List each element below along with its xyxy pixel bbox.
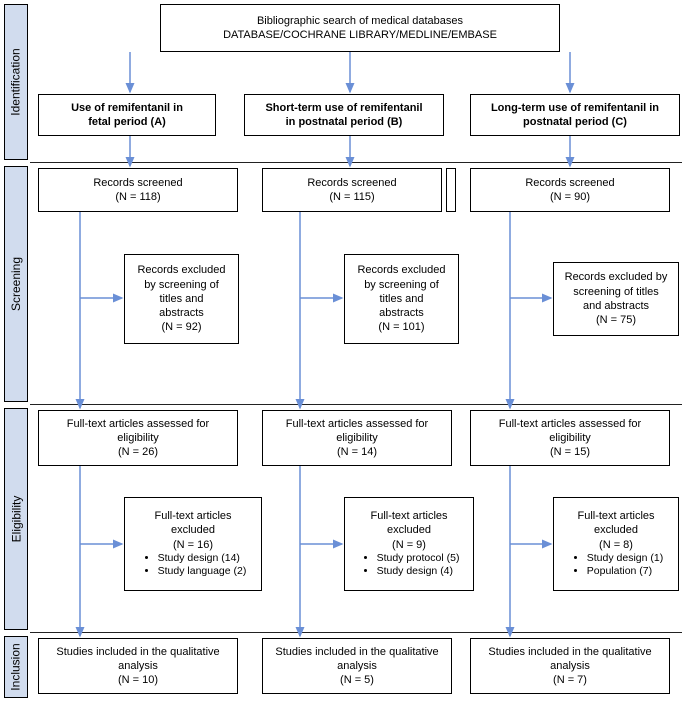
screened-bar [446,168,456,212]
header-box: Bibliographic search of medical database… [160,4,560,52]
included-c: Studies included in the qualitative anal… [470,638,670,694]
excl-screen-b: Records excluded by screening of titles … [344,254,459,344]
fulltext-a: Full-text articles assessed for eligibil… [38,410,238,466]
row-sep-1 [30,162,682,163]
prisma-flowchart: Identification Screening Eligibility Inc… [0,0,685,702]
stage-eligibility: Eligibility [4,408,28,630]
branch-b-title: Short-term use of remifentanil in postna… [244,94,444,136]
fulltext-b: Full-text articles assessed for eligibil… [262,410,452,466]
excl-screen-a: Records excluded by screening of titles … [124,254,239,344]
included-a: Studies included in the qualitative anal… [38,638,238,694]
branch-a-title: Use of remifentanil in fetal period (A) [38,94,216,136]
row-sep-3 [30,632,682,633]
branch-c-title: Long-term use of remifentanil in postnat… [470,94,680,136]
fulltext-c: Full-text articles assessed for eligibil… [470,410,670,466]
row-sep-2 [30,404,682,405]
header-line2: DATABASE/COCHRANE LIBRARY/MEDLINE/EMBASE [223,28,497,42]
excl-full-a: Full-text articles excluded (N = 16) Stu… [124,497,262,591]
stage-inclusion: Inclusion [4,636,28,698]
stage-identification: Identification [4,4,28,160]
excl-full-b: Full-text articles excluded (N = 9) Stud… [344,497,474,591]
screened-b: Records screened (N = 115) [262,168,442,212]
excl-screen-c: Records excluded by screening of titles … [553,262,679,336]
header-line1: Bibliographic search of medical database… [257,14,463,28]
stage-screening: Screening [4,166,28,402]
screened-a: Records screened (N = 118) [38,168,238,212]
included-b: Studies included in the qualitative anal… [262,638,452,694]
screened-c: Records screened (N = 90) [470,168,670,212]
excl-full-c: Full-text articles excluded (N = 8) Stud… [553,497,679,591]
